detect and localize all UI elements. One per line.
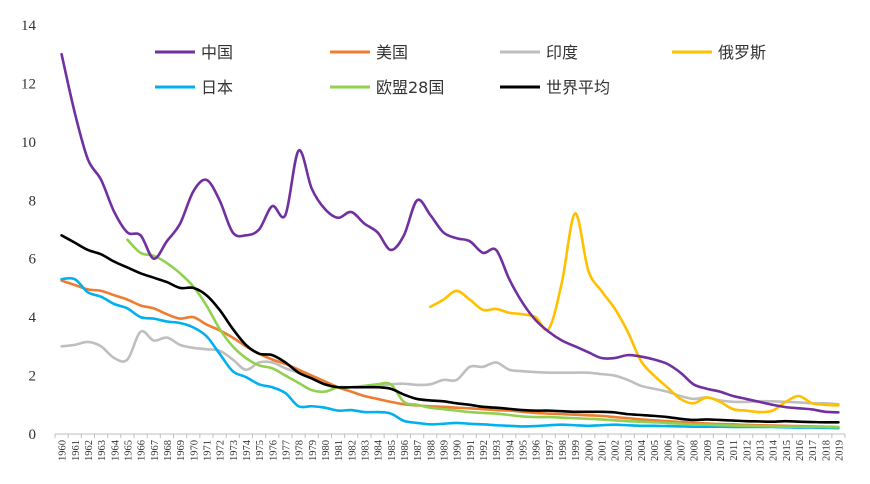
x-tick-label: 1991 — [466, 440, 477, 461]
x-tick-label: 1982 — [347, 440, 358, 461]
x-tick-label: 2017 — [808, 440, 819, 461]
y-axis-ticks: 0 2 4 6 8 10 12 14 — [21, 18, 37, 443]
x-tick-label: 2013 — [755, 440, 766, 461]
legend-label: 欧盟28国 — [376, 78, 444, 97]
x-tick-label: 2009 — [703, 440, 714, 461]
x-tick-label: 1994 — [505, 439, 516, 461]
x-tick-label: 2002 — [611, 440, 622, 461]
x-tick-label: 2003 — [624, 440, 635, 461]
x-tick-label: 2000 — [584, 440, 595, 461]
series-line-4 — [60, 276, 840, 430]
x-tick-label: 1992 — [479, 440, 490, 461]
x-tick-label: 2007 — [676, 440, 687, 461]
x-tick-label: 2010 — [716, 440, 727, 461]
x-tick-label: 1975 — [255, 440, 266, 461]
x-tick-label: 1984 — [374, 439, 385, 461]
x-tick-label: 1973 — [229, 440, 240, 461]
x-tick-label: 2006 — [663, 440, 674, 461]
x-tick-label: 1967 — [150, 440, 161, 461]
x-tick-label: 1972 — [216, 440, 227, 461]
x-tick-label: 1971 — [202, 440, 213, 461]
x-tick-label: 1965 — [123, 440, 134, 461]
x-tick-label: 1960 — [58, 440, 69, 461]
x-tick-label: 1981 — [334, 440, 345, 461]
x-tick-label: 1979 — [308, 440, 319, 461]
x-tick-label: 2015 — [782, 440, 793, 461]
x-tick-label: 2018 — [821, 440, 832, 461]
x-tick-label: 1962 — [84, 440, 95, 461]
y-tick-label: 4 — [29, 310, 37, 326]
x-tick-label: 1997 — [545, 440, 556, 461]
x-tick-label: 2016 — [795, 440, 806, 461]
x-tick-label: 1996 — [532, 440, 543, 461]
x-tick-label: 2008 — [690, 440, 701, 461]
x-tick-label: 1990 — [453, 440, 464, 461]
x-tick-label: 1995 — [518, 440, 529, 461]
x-tick-label: 1963 — [97, 440, 108, 461]
legend-label: 印度 — [546, 43, 578, 62]
x-tick-label: 1988 — [426, 440, 437, 461]
legend-label: 日本 — [201, 78, 233, 97]
y-tick-label: 10 — [21, 135, 36, 151]
x-tick-label: 1976 — [268, 440, 279, 461]
x-tick-label: 2012 — [742, 440, 753, 461]
series-line-1 — [60, 279, 840, 429]
series-line-6 — [60, 234, 840, 424]
legend-label: 中国 — [201, 43, 233, 62]
series-line-3 — [428, 212, 840, 414]
x-tick-label: 2005 — [650, 440, 661, 461]
legend-label: 俄罗斯 — [718, 43, 766, 62]
x-tick-label: 1968 — [163, 440, 174, 461]
series-line-5 — [126, 238, 840, 429]
x-tick-label: 2019 — [834, 440, 845, 461]
y-tick-label: 2 — [29, 369, 37, 385]
x-tick-label: 1989 — [439, 440, 450, 461]
x-tick-label: 2001 — [597, 440, 608, 461]
x-tick-label: 1999 — [571, 440, 582, 461]
x-tick-label: 1964 — [110, 439, 121, 461]
y-tick-label: 0 — [29, 427, 37, 443]
x-tick-label: 1983 — [360, 440, 371, 461]
series-line-0 — [60, 52, 840, 414]
legend-label: 世界平均 — [546, 78, 610, 97]
x-axis-ticks: 1960 1961 1962 1963 1964 1965 1966 1967 1968 1969… — [54, 434, 846, 461]
series-lines — [60, 52, 840, 430]
x-tick-label: 1986 — [400, 440, 411, 461]
x-tick-label: 1974 — [242, 439, 253, 461]
x-tick-label: 1978 — [295, 440, 306, 461]
y-tick-label: 6 — [29, 252, 37, 268]
x-tick-label: 1970 — [189, 440, 200, 461]
x-tick-label: 2011 — [729, 440, 740, 461]
y-tick-label: 14 — [21, 18, 37, 34]
y-tick-label: 8 — [29, 193, 37, 209]
x-tick-label: 1980 — [321, 440, 332, 461]
x-tick-label: 1969 — [176, 440, 187, 461]
x-tick-label: 1998 — [558, 440, 569, 461]
x-tick-label: 1961 — [71, 440, 82, 461]
x-tick-label: 1987 — [413, 440, 424, 461]
x-tick-label: 2004 — [637, 439, 648, 461]
y-tick-label: 12 — [21, 76, 36, 92]
x-tick-label: 1993 — [492, 440, 503, 461]
x-tick-label: 1985 — [387, 440, 398, 461]
legend-label: 美国 — [376, 43, 408, 62]
x-tick-label: 1977 — [281, 440, 292, 461]
x-tick-label: 2014 — [769, 439, 780, 461]
x-tick-label: 1966 — [137, 440, 148, 461]
